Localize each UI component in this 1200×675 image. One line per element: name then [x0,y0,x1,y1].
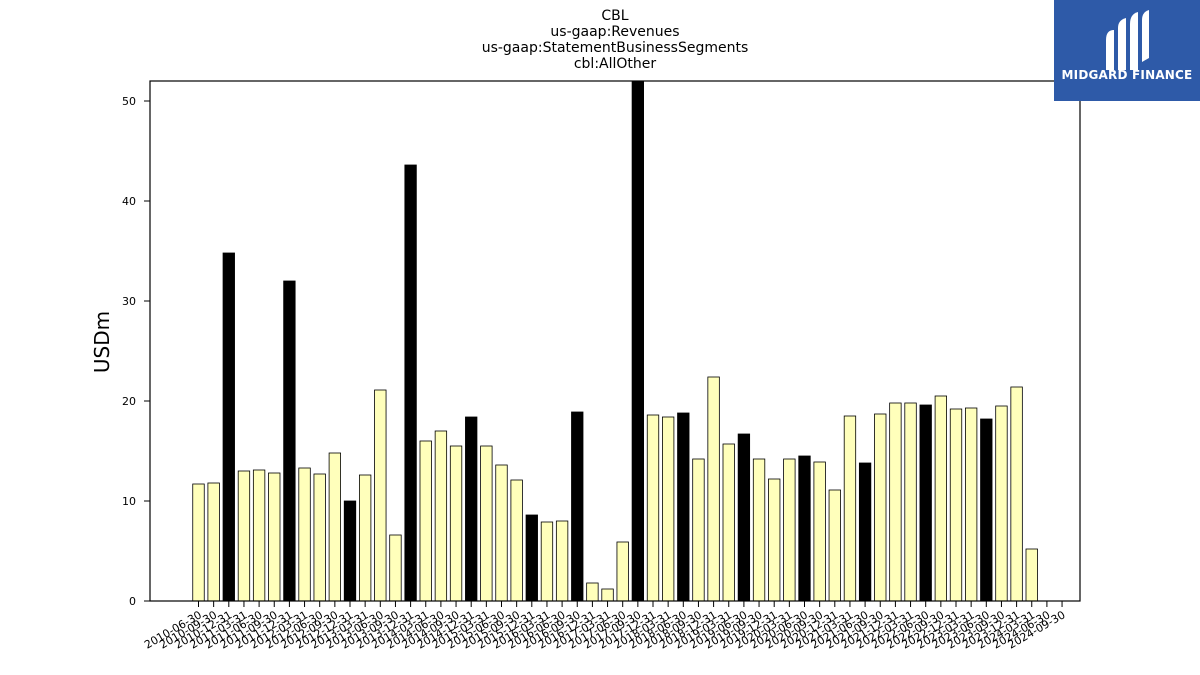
bar-2023-12-31 [1010,386,1023,602]
title-line-2: us-gaap:Revenues [550,24,679,40]
bar-2019-06-30 [737,433,751,602]
bar-2019-03-31 [722,443,735,602]
bar-2011-06-30 [252,469,266,602]
y-tick-label-50: 50 [122,95,136,108]
bar-2020-09-30 [813,461,826,602]
bar-2013-06-30 [374,389,387,602]
brand-name: MIDGARD FINANCE [1061,68,1193,82]
bar-2018-03-31 [662,416,675,602]
bar-series [192,80,1038,602]
midgard-mark-icon [1106,10,1149,70]
bar-2012-09-30 [328,452,342,602]
bar-2015-09-30 [510,479,523,602]
bar-2016-09-30 [571,411,584,602]
title-line-1: CBL [601,8,628,24]
bar-2017-12-31 [646,414,660,602]
y-tick-label-20: 20 [122,395,136,408]
bar-2015-03-31 [480,445,493,602]
bar-2016-06-30 [555,520,569,602]
bar-2023-09-30 [995,405,1008,602]
bar-2017-03-31 [601,588,614,602]
bar-2018-12-31 [707,376,720,602]
x-axis-ticks: 2010-06-302010-09-302010-12-312011-03-31… [142,601,1068,652]
chart-title: CBL us-gaap:Revenues us-gaap:StatementBu… [482,8,749,72]
brand-logo [1054,0,1200,101]
bar-2014-09-30 [449,445,463,602]
bar-2021-12-31 [889,402,902,602]
logo-background [1054,0,1200,101]
bar-2012-12-31 [343,500,357,602]
bar-2010-12-31 [222,252,235,602]
bar-2021-03-31 [843,415,857,602]
bar-2013-12-31 [404,164,417,602]
bar-2013-09-30 [389,534,402,602]
bar-2021-06-30 [858,462,872,602]
bar-2014-03-31 [419,440,432,602]
bar-2020-06-30 [798,455,811,602]
bar-2014-06-30 [434,430,448,602]
bar-2011-09-30 [268,472,281,602]
bar-2017-09-30 [631,80,644,602]
plot-frame [149,80,1081,602]
bar-2012-06-30 [313,473,326,602]
bar-2015-06-30 [495,464,508,602]
bar-2020-03-31 [783,458,796,602]
bar-2020-12-31 [828,489,841,602]
bar-2017-06-30 [616,541,629,602]
y-tick-label-40: 40 [122,195,136,208]
y-tick-label-10: 10 [122,495,136,508]
bar-2023-06-30 [980,418,993,602]
bar-2021-09-30 [874,413,887,602]
bar-2015-12-31 [525,514,538,602]
bar-2022-03-31 [904,402,917,602]
bar-2022-12-31 [949,408,963,602]
bar-2019-12-31 [768,478,781,602]
y-tick-label-30: 30 [122,295,136,308]
bar-2018-09-30 [692,458,705,602]
bar-2022-09-30 [934,395,947,602]
bar-2013-03-31 [358,474,372,602]
bar-2016-03-31 [540,521,554,602]
bar-2010-09-30 [207,482,220,602]
title-line-4: cbl:AllOther [574,56,657,72]
title-line-3: us-gaap:StatementBusinessSegments [482,40,749,56]
bar-2018-06-30 [677,412,690,602]
bar-2011-03-31 [237,470,251,602]
bar-2016-12-31 [586,582,599,602]
y-tick-label-0: 0 [129,595,136,608]
y-axis-label: USDm [90,311,114,373]
bar-2022-06-30 [919,404,932,602]
bar-2014-12-31 [465,416,478,602]
y-axis-ticks: 0 10 20 30 40 50 [122,95,150,608]
bar-2024-03-31 [1025,548,1038,602]
bar-2012-03-31 [298,467,311,602]
bar-2019-09-30 [752,458,766,602]
bar-2010-06-30 [192,483,205,602]
bar-2023-03-31 [965,407,978,602]
bar-2011-12-31 [283,280,296,602]
